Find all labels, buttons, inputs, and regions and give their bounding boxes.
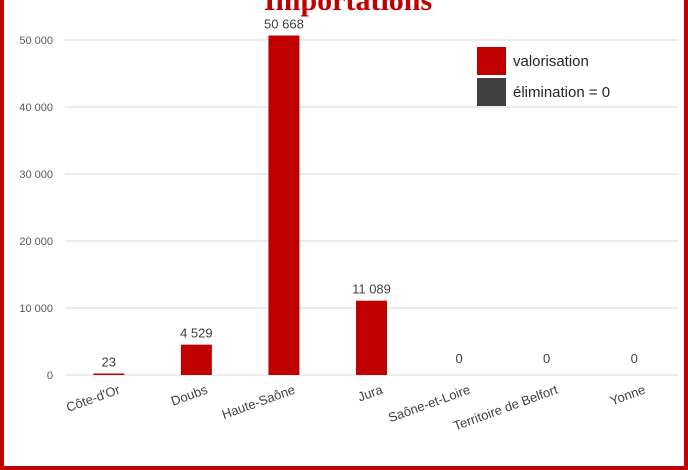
legend-swatch	[477, 78, 506, 106]
y-tick-label: 30 000	[19, 169, 53, 181]
bar-4	[356, 300, 387, 375]
x-tick-label: Doubs	[169, 382, 210, 409]
x-tick-label: Haute-Saône	[220, 382, 297, 422]
y-tick-label: 40 000	[19, 102, 53, 114]
x-tick-label: Côte-d'Or	[64, 381, 122, 414]
bar-3	[268, 35, 300, 375]
y-tick-label: 10 000	[19, 303, 53, 315]
legend-label: élimination = 0	[513, 84, 610, 101]
y-tick-label: 50 000	[19, 35, 53, 47]
x-axis: Côte-d'Or Doubs Haute-Saône Jura Saône-et-Lo…	[64, 381, 647, 433]
y-tick-label: 0	[47, 370, 53, 382]
data-labels: 23 4 529 50 668 11 089 0 0 0	[102, 17, 638, 370]
y-tick-label: 20 000	[19, 236, 53, 248]
x-tick-label: Jura	[356, 381, 386, 404]
data-label: 50 668	[264, 17, 304, 32]
data-label: 23	[102, 355, 116, 370]
data-label: 4 529	[180, 326, 213, 341]
data-label: 0	[543, 351, 550, 366]
data-label: 0	[455, 351, 462, 366]
y-axis: 0 10 000 20 000 30 000 40 000 50 000	[19, 35, 53, 382]
bar-2	[180, 344, 212, 375]
data-label: 11 089	[352, 282, 391, 297]
bar-1	[93, 373, 125, 375]
legend-label: valorisation	[513, 53, 589, 70]
data-label: 0	[631, 351, 638, 366]
legend: valorisation élimination = 0	[477, 47, 610, 106]
bars	[93, 35, 387, 375]
chart-title: Importations	[263, 0, 433, 17]
legend-swatch	[477, 47, 506, 75]
x-tick-label: Yonne	[608, 382, 647, 409]
